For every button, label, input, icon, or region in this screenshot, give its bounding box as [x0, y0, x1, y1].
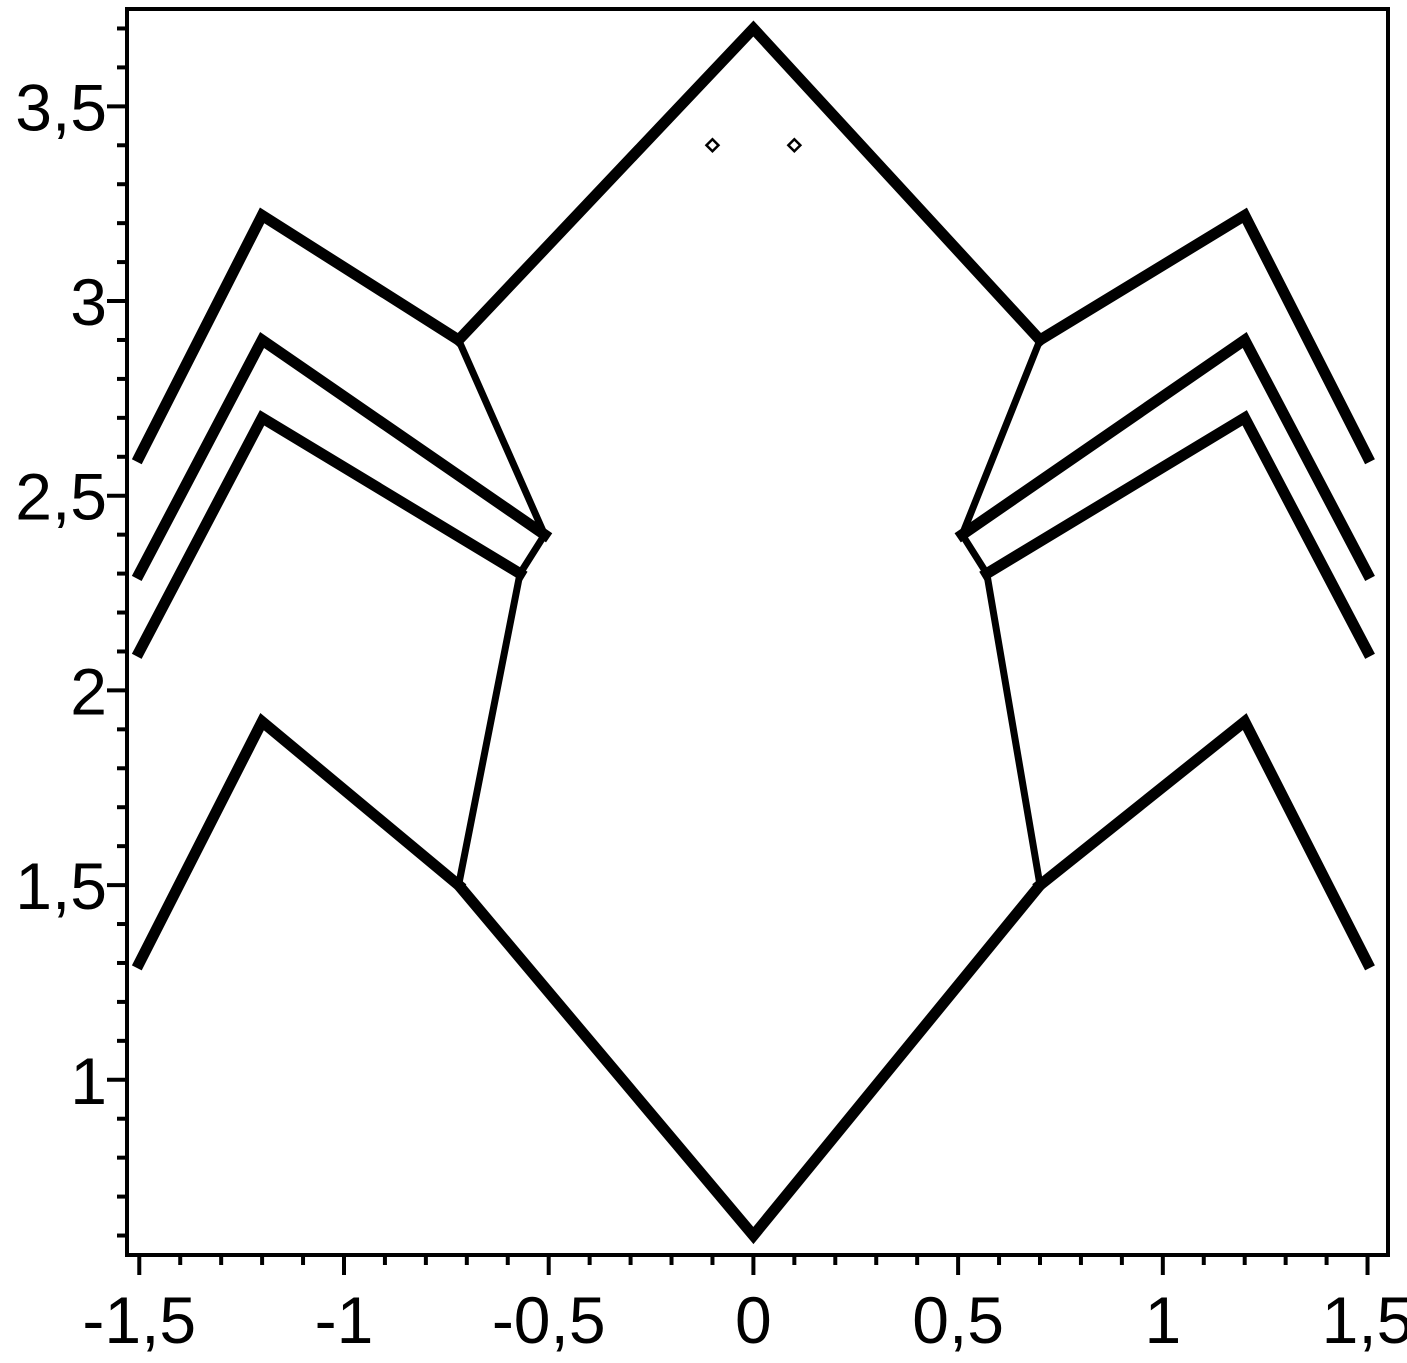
- series-line-3: [453, 335, 549, 890]
- y-tick-label: 2: [70, 654, 107, 728]
- x-tick-label: 0,5: [912, 1283, 1004, 1357]
- y-tick-label: 3: [70, 265, 107, 339]
- x-tick-label: -0,5: [492, 1283, 606, 1357]
- plot-frame: [125, 7, 1390, 1257]
- series-line-1: [450, 20, 1048, 348]
- series-line-11: [979, 410, 1375, 659]
- x-tick-label: 0: [735, 1283, 772, 1357]
- series-line-6: [131, 331, 553, 582]
- series-line-4: [958, 335, 1045, 890]
- chart-ticks: [107, 26, 1370, 1275]
- diamond-marker-2: [786, 137, 803, 154]
- y-tick-label: 1,5: [15, 849, 107, 923]
- series-line-12: [1032, 713, 1375, 971]
- chart-axes: [125, 7, 1390, 1257]
- x-tick-label: -1: [315, 1283, 374, 1357]
- y-tick-label: 3,5: [15, 70, 107, 144]
- x-tick-label: 1,5: [1322, 1283, 1407, 1357]
- chart-tick-labels: -1,5 -1 -0,5 0 0,5 1 1,5 1 1,5 2 2,5 3 3,5: [15, 70, 1407, 1357]
- y-tick-label: 1: [70, 1044, 107, 1118]
- series-line-10: [954, 331, 1375, 582]
- series-line-7: [131, 410, 528, 659]
- series-line-8: [131, 712, 467, 971]
- series-line-2: [450, 877, 1048, 1245]
- x-tick-label: -1,5: [82, 1283, 196, 1357]
- x-tick-label: 1: [1144, 1283, 1181, 1357]
- series-line-9: [1032, 207, 1375, 465]
- series-line-5: [131, 207, 467, 465]
- chart-markers: [704, 137, 803, 154]
- diamond-marker-1: [704, 137, 721, 154]
- y-tick-label: 2,5: [15, 460, 107, 534]
- chart-series: [131, 20, 1375, 1245]
